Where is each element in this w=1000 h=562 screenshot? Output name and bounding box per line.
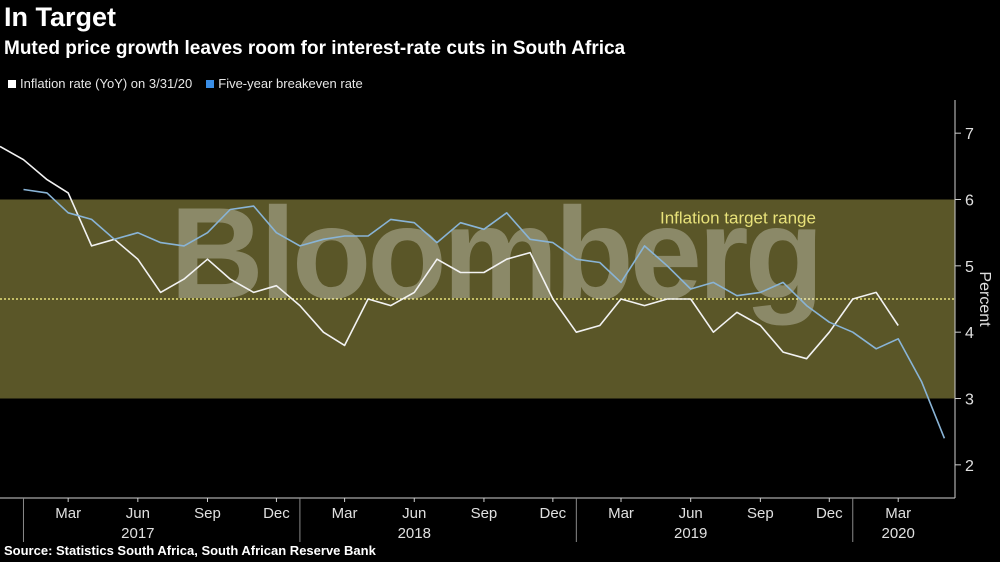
x-tick-label: Sep — [471, 505, 498, 522]
series-layer — [0, 145, 946, 439]
y-axis-label: Percent — [976, 271, 993, 327]
x-year-label: 2018 — [398, 525, 431, 542]
x-tick-label: Mar — [55, 505, 81, 522]
legend-label-inflation: Inflation rate (YoY) on 3/31/20 — [20, 76, 193, 91]
x-tick-label: Jun — [679, 505, 703, 522]
legend-item-inflation: Inflation rate (YoY) on 3/31/20 — [8, 76, 192, 91]
x-tick-label: Dec — [816, 505, 843, 522]
inflation-line — [0, 145, 899, 360]
legend-item-breakeven: Five-year breakeven rate — [206, 76, 363, 91]
x-tick-label: Mar — [608, 505, 634, 522]
legend-swatch-breakeven — [206, 79, 215, 88]
y-tick-label: 5 — [965, 259, 974, 276]
x-tick-label: Mar — [885, 505, 911, 522]
x-tick-label: Sep — [747, 505, 774, 522]
x-year-label: 2019 — [674, 525, 707, 542]
chart-subtitle: Muted price growth leaves room for inter… — [4, 38, 626, 59]
bloomberg-watermark: Bloomberg — [170, 180, 820, 326]
axis-layer: 2 3 4 5 6 7 Percent Mar Jun Sep Dec Mar Jun Sep Dec Mar… — [0, 100, 993, 542]
y-tick-label: 3 — [965, 392, 974, 409]
breakeven-line — [23, 188, 946, 439]
y-tick-label: 7 — [965, 126, 974, 143]
chart-title: In Target — [4, 2, 117, 32]
legend: Inflation rate (YoY) on 3/31/20 Five-yea… — [8, 76, 363, 91]
legend-swatch-inflation — [8, 79, 16, 88]
y-tick-label: 4 — [965, 325, 974, 342]
x-tick-label: Dec — [540, 505, 567, 522]
target-band-label: Inflation target range — [660, 209, 816, 228]
source-note: Source: Statistics South Africa, South A… — [4, 543, 376, 558]
y-tick-label: 2 — [965, 458, 974, 475]
x-tick-label: Mar — [332, 505, 358, 522]
x-year-label: 2020 — [882, 525, 915, 542]
y-tick-label: 6 — [965, 193, 974, 210]
target-band-layer: Inflation target range — [0, 199, 955, 399]
x-year-label: 2017 — [121, 525, 154, 542]
x-tick-label: Jun — [402, 505, 426, 522]
x-tick-label: Dec — [263, 505, 290, 522]
x-tick-label: Jun — [126, 505, 150, 522]
watermark-layer: Bloomberg — [170, 180, 824, 326]
legend-label-breakeven: Five-year breakeven rate — [218, 76, 363, 91]
x-tick-label: Sep — [194, 505, 221, 522]
